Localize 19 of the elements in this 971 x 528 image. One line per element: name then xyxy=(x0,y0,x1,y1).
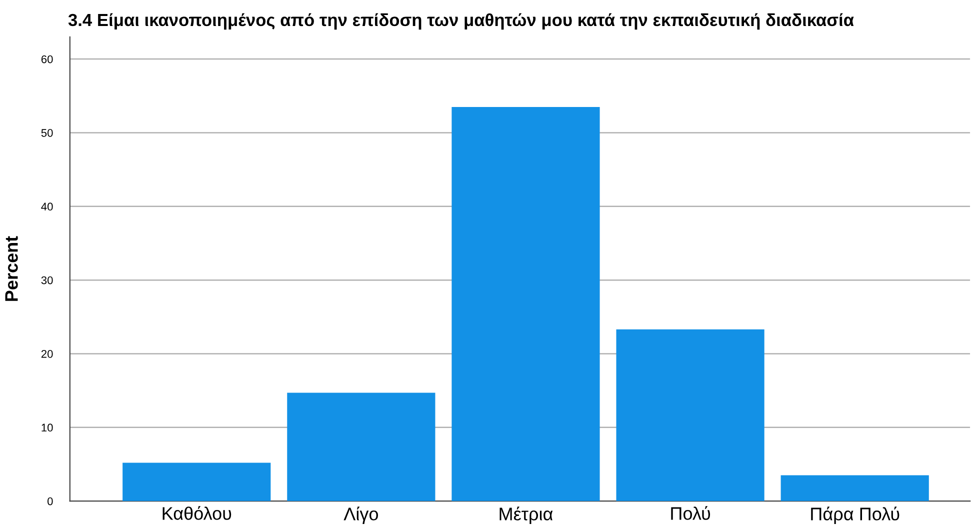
bar xyxy=(780,475,929,502)
x-tick-label: Πολύ xyxy=(671,506,710,520)
y-tick-label: 40 xyxy=(41,202,53,211)
x-tick-label: Καθόλου xyxy=(162,506,232,520)
bar xyxy=(122,462,271,502)
chart-title: 3.4 Είμαι ικανοποιημένος από την επίδοση των μαθητών μου κατά την εκπαιδευτική διαδικασία xyxy=(68,13,854,30)
x-tick-label: Λίγο xyxy=(344,506,378,524)
bar xyxy=(616,329,764,502)
y-tick-label: 10 xyxy=(42,424,53,432)
y-tick-label: 50 xyxy=(41,128,53,137)
y-tick-label: 20 xyxy=(41,350,53,358)
x-tick-label: Πάρα Πολύ xyxy=(811,506,900,524)
y-tick-label: 30 xyxy=(41,276,53,284)
bar xyxy=(452,106,600,502)
y-tick-label: 0 xyxy=(48,497,53,506)
y-axis-title: Percent xyxy=(5,236,18,301)
y-tick-label: 60 xyxy=(41,55,53,64)
bar xyxy=(287,392,436,502)
x-tick-label: Μέτρια xyxy=(500,506,553,524)
